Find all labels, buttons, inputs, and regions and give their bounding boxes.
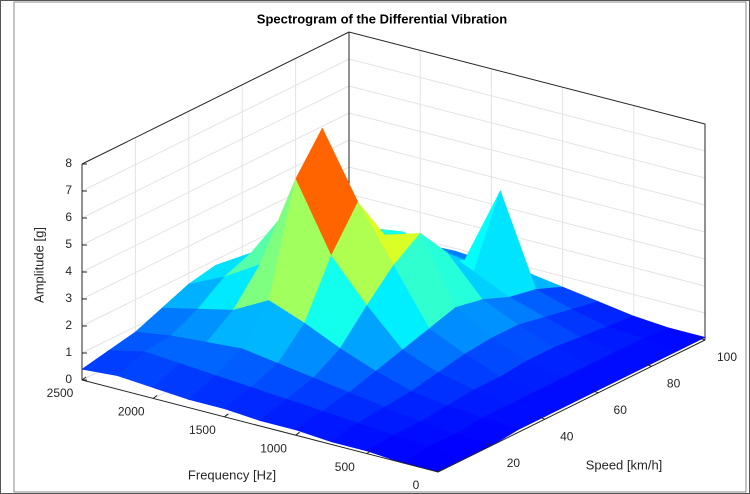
z-tick-label: 1	[65, 345, 72, 359]
y-tick-label: 80	[667, 377, 681, 391]
x-tick-label: 500	[335, 460, 355, 474]
x-tick	[224, 413, 229, 418]
z-tick-label: 3	[65, 291, 72, 305]
x-tick-label: 2500	[47, 386, 74, 400]
z-tick-label: 8	[65, 156, 72, 170]
y-axis-title: Speed [km/h]	[586, 457, 663, 472]
x-tick-label: 0	[413, 478, 420, 492]
x-tick-label: 1500	[189, 423, 216, 437]
z-tick-label: 4	[65, 264, 72, 278]
z-tick-label: 6	[65, 210, 72, 224]
x-tick-label: 2000	[118, 405, 145, 419]
y-tick-label: 60	[614, 403, 628, 417]
inner-frame	[13, 1, 747, 493]
z-axis-title: Amplitude [g]	[31, 227, 46, 303]
x-tick-label: 1000	[260, 441, 287, 455]
x-tick	[366, 450, 372, 455]
y-tick-label: 100	[717, 350, 737, 364]
y-tick-label: 20	[507, 456, 521, 470]
box-edge	[81, 31, 706, 340]
x-tick	[152, 394, 158, 399]
y-tick	[699, 337, 706, 341]
y-tick	[646, 363, 652, 367]
chart-title: Spectrogram of the Differential Vibratio…	[257, 11, 507, 26]
z-tick-label: 2	[65, 318, 72, 332]
x-tick	[437, 468, 443, 473]
x-tick	[81, 376, 87, 381]
y-tick	[593, 390, 599, 394]
z-tick-label: 5	[65, 237, 72, 251]
z-tick-label: 0	[65, 372, 72, 386]
y-tick	[539, 416, 545, 420]
surface	[81, 127, 706, 473]
z-tick-label: 7	[65, 183, 72, 197]
y-tick-label: 40	[560, 429, 574, 443]
x-tick	[295, 431, 300, 436]
x-axis-title: Frequency [Hz]	[188, 467, 276, 482]
y-tick	[486, 443, 492, 447]
